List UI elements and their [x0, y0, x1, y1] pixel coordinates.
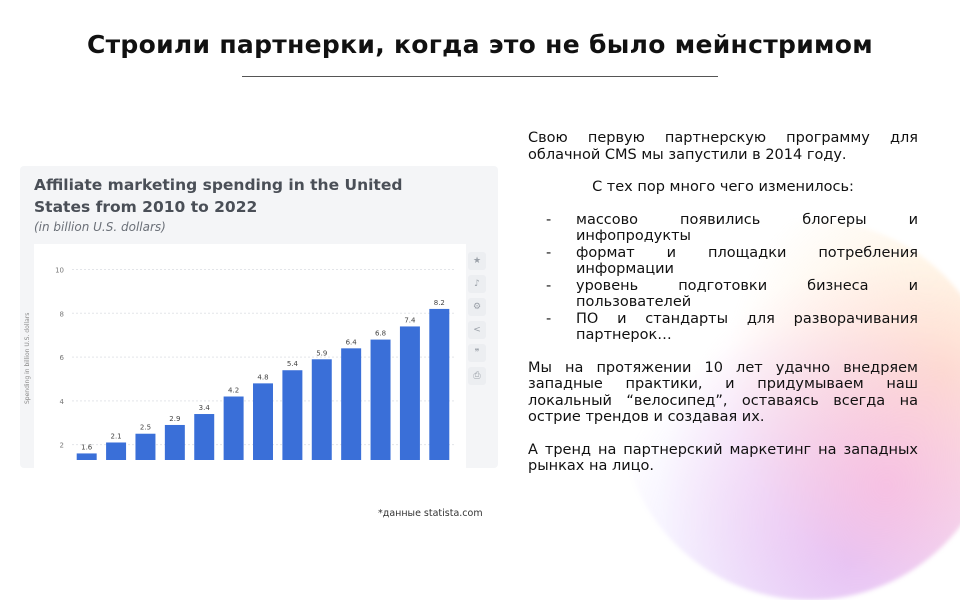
bar-2020[interactable] [370, 339, 391, 460]
slide-title: Строили партнерки, когда это не было мей… [87, 30, 873, 59]
source-note: *данные statista.com [378, 508, 483, 519]
bar-2022[interactable] [429, 308, 450, 460]
bar-value-label: 1.6 [81, 443, 93, 451]
bar-value-label: 2.1 [111, 432, 122, 440]
y-tick-label: 4 [60, 398, 65, 406]
print-icon[interactable]: ⎙ [468, 367, 486, 385]
bar-2018[interactable] [311, 359, 332, 460]
bar-value-label: 2.9 [169, 415, 180, 423]
intro-paragraph: Свою первую партнерскую программу для об… [528, 130, 918, 163]
bar-2016[interactable] [253, 383, 273, 460]
since-line: С тех пор много чего изменилось: [592, 179, 854, 195]
y-tick-label: 8 [60, 310, 64, 318]
bar-value-label: 4.2 [228, 387, 239, 395]
bar-2011[interactable] [106, 442, 127, 460]
bar-2012[interactable] [135, 433, 156, 460]
bar-value-label: 4.8 [257, 373, 268, 381]
bar-value-label: 5.9 [316, 349, 327, 357]
list-item: - ПО и стандарты для разворачивания партн… [546, 310, 918, 344]
title-divider [242, 76, 718, 77]
bar-value-label: 3.4 [199, 404, 211, 412]
text-block: Свою первую партнерскую программу для об… [528, 130, 918, 475]
chart-card: Affiliate marketing spending in the Unit… [20, 166, 498, 468]
bar-value-label: 8.2 [434, 299, 445, 307]
list-item: - массово появились блогеры и инфопродукт… [546, 211, 918, 245]
list-item: - формат и площадки потребления информаци… [546, 244, 918, 278]
y-tick-label: 6 [60, 354, 65, 362]
quote-icon[interactable]: ❞ [468, 344, 486, 362]
star-icon[interactable]: ★ [468, 252, 486, 270]
gear-icon[interactable]: ⚙ [468, 298, 486, 316]
bar-2021[interactable] [399, 326, 420, 460]
bar-value-label: 2.5 [140, 424, 151, 432]
trend-paragraph: А тренд на партнерский маркетинг на запа… [528, 441, 918, 475]
plot-area: 2 4 6 8 10 1.6 2.1 2.5 2.9 3.4 4.2 4.8 5.4 5.9 6.4 6.8 7… [34, 244, 466, 468]
y-tick-label: 2 [60, 442, 64, 450]
bar-2014[interactable] [194, 414, 215, 460]
chart-subtitle: (in billion U.S. dollars) [34, 220, 166, 234]
bell-icon[interactable]: ♪ [468, 275, 486, 293]
bar-2010[interactable] [76, 453, 97, 460]
y-tick-label: 10 [55, 267, 64, 275]
chart-title: Affiliate marketing spending in the Unit… [34, 176, 403, 216]
decorative-swirl [620, 220, 960, 600]
share-icon[interactable]: < [468, 321, 486, 339]
list-item: - уровень подготовки бизнеса и пользовате… [546, 277, 918, 311]
bar-value-label: 6.8 [375, 330, 386, 338]
practices-paragraph: Мы на протяжении 10 лет удачно внедряем … [528, 359, 918, 426]
bar-2019[interactable] [341, 348, 362, 460]
bar-value-label: 6.4 [346, 338, 358, 346]
chart-toolbar: ★ ♪ ⚙ < ❞ ⎙ [464, 252, 490, 402]
bar-chart: 2 4 6 8 10 1.6 2.1 2.5 2.9 3.4 4.2 4.8 5.4 5.9 6.4 6.8 7… [55, 267, 454, 460]
bar-2013[interactable] [164, 424, 185, 460]
bar-2015[interactable] [223, 396, 244, 460]
y-axis-label: Spending in billion U.S. dollars [24, 312, 31, 404]
changes-list: - массово появились блогеры и инфопродукт… [528, 212, 918, 344]
bar-value-label: 5.4 [287, 360, 299, 368]
bar-value-label: 7.4 [404, 316, 416, 324]
bar-2017[interactable] [282, 370, 303, 460]
